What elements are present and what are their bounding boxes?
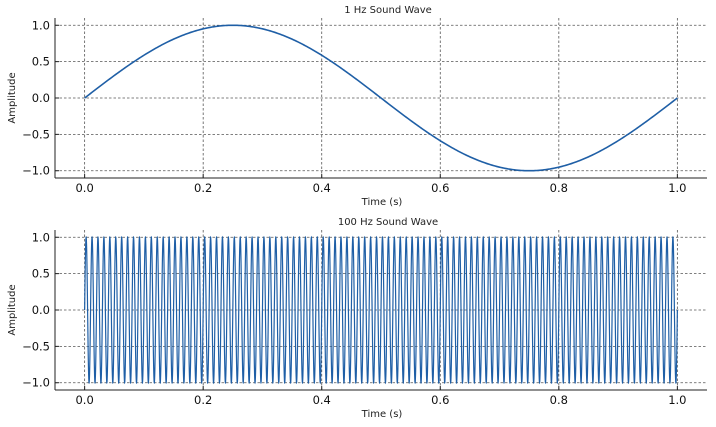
y-axis-label: Amplitude [7,72,18,123]
x-tick-label: 0.2 [194,393,212,407]
chart-1hz: 0.0 0.2 0.4 0.6 0.8 1.0 −1.0 −0.5 0.0 0.5 1.0 1 Hz … [7,5,707,208]
chart-title: 100 Hz Sound Wave [338,217,438,228]
x-tick-label: 0.2 [194,181,212,195]
x-tick-label: 0.0 [75,393,93,407]
y-axis-label: Amplitude [7,284,18,335]
y-tick-label: −0.5 [22,339,50,353]
x-tick-label: 0.4 [313,393,331,407]
chart-title: 1 Hz Sound Wave [344,5,432,16]
x-tick-label: 0.0 [75,181,93,195]
y-tick-label: 0.0 [32,91,50,105]
x-tick-label: 0.8 [550,393,568,407]
y-tick-label: 0.5 [32,55,50,69]
y-tick-label: 0.5 [32,267,50,281]
x-axis-label: Time (s) [361,197,403,208]
chart-100hz: 0.0 0.2 0.4 0.6 0.8 1.0 −1.0 −0.5 0.0 0.5 1.0 100 H… [7,217,707,420]
x-tick-label: 0.4 [313,181,331,195]
x-axis-label: Time (s) [361,409,403,420]
y-tick-label: −1.0 [22,376,50,390]
y-tick-label: 1.0 [32,18,50,32]
x-tick-label: 0.6 [431,393,449,407]
x-tick-label: 1.0 [668,393,686,407]
x-tick-label: 0.8 [550,181,568,195]
y-tick-label: −0.5 [22,127,50,141]
series-line [84,235,678,385]
y-tick-label: 1.0 [32,230,50,244]
x-tick-label: 0.6 [431,181,449,195]
y-tick-label: −1.0 [22,164,50,178]
x-tick-label: 1.0 [668,181,686,195]
series-line [84,24,678,172]
y-tick-label: 0.0 [32,303,50,317]
